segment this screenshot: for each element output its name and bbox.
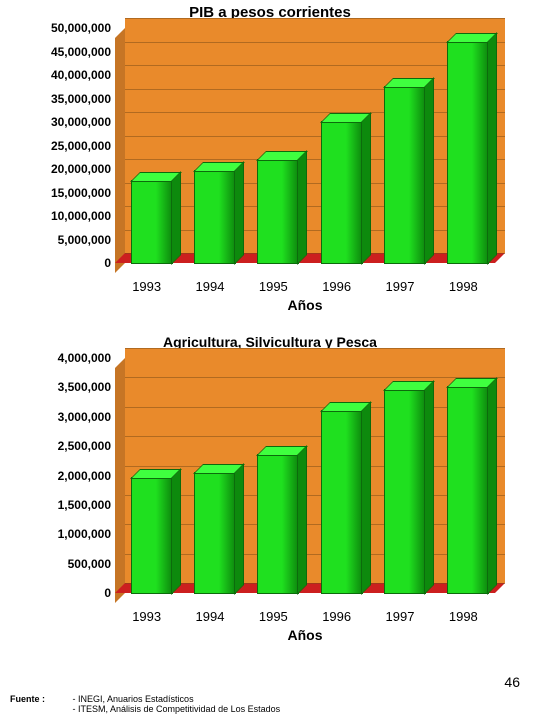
ytick-label: 2,000,000 <box>58 469 115 483</box>
fuente-label: Fuente : <box>10 694 70 704</box>
ytick-label: 20,000,000 <box>51 162 115 176</box>
gridline <box>125 18 505 19</box>
ytick-label: 40,000,000 <box>51 68 115 82</box>
bar <box>195 473 235 593</box>
xtick-label: 1996 <box>322 609 351 624</box>
bar <box>258 455 298 593</box>
chart-pib: PIB a pesos corrientes 05,000,00010,000,… <box>0 0 540 320</box>
footer: Fuente : - INEGI, Anuarios Estadísticos … <box>10 694 530 714</box>
xtick-label: 1998 <box>449 609 478 624</box>
ytick-label: 25,000,000 <box>51 139 115 153</box>
ytick-label: 5,000,000 <box>58 233 115 247</box>
x-axis-label: Años <box>288 627 323 643</box>
ytick-label: 1,000,000 <box>58 527 115 541</box>
chart-title: Agricultura, Silvicultura y Pesca <box>0 330 540 350</box>
ytick-label: 35,000,000 <box>51 92 115 106</box>
page: PIB a pesos corrientes 05,000,00010,000,… <box>0 0 540 720</box>
chart-side-wall <box>115 28 125 273</box>
ytick-label: 30,000,000 <box>51 115 115 129</box>
xtick-label: 1993 <box>132 279 161 294</box>
xtick-label: 1997 <box>386 279 415 294</box>
ytick-label: 500,000 <box>68 557 115 571</box>
xtick-label: 1995 <box>259 279 288 294</box>
chart-agricultura: Agricultura, Silvicultura y Pesca 0500,0… <box>0 330 540 650</box>
fuente-line: - INEGI, Anuarios Estadísticos <box>73 694 281 704</box>
ytick-label: 10,000,000 <box>51 209 115 223</box>
bar <box>258 160 298 263</box>
gridline <box>125 348 505 349</box>
xtick-label: 1998 <box>449 279 478 294</box>
x-axis-label: Años <box>288 297 323 313</box>
bar <box>132 478 172 593</box>
ytick-label: 1,500,000 <box>58 498 115 512</box>
ytick-label: 45,000,000 <box>51 45 115 59</box>
ytick-label: 50,000,000 <box>51 21 115 35</box>
fuente-line: - ITESM, Análisis de Competitividad de L… <box>73 704 281 714</box>
bar <box>448 42 488 263</box>
xtick-label: 1996 <box>322 279 351 294</box>
bar <box>195 171 235 263</box>
bar <box>448 387 488 593</box>
bar <box>385 390 425 593</box>
ytick-label: 0 <box>104 256 115 270</box>
chart-side-wall <box>115 358 125 603</box>
bar <box>322 411 362 593</box>
ytick-label: 4,000,000 <box>58 351 115 365</box>
ytick-label: 3,500,000 <box>58 380 115 394</box>
gridline <box>125 377 505 378</box>
xtick-label: 1994 <box>196 609 225 624</box>
bar <box>322 122 362 263</box>
page-number: 46 <box>504 674 520 690</box>
bar <box>132 181 172 263</box>
bar <box>385 87 425 263</box>
xtick-label: 1997 <box>386 609 415 624</box>
fuente-lines: - INEGI, Anuarios Estadísticos - ITESM, … <box>73 694 281 714</box>
ytick-label: 0 <box>104 586 115 600</box>
ytick-label: 2,500,000 <box>58 439 115 453</box>
ytick-label: 15,000,000 <box>51 186 115 200</box>
xtick-label: 1993 <box>132 609 161 624</box>
xtick-label: 1995 <box>259 609 288 624</box>
plot-area: 05,000,00010,000,00015,000,00020,000,000… <box>115 28 495 263</box>
xtick-label: 1994 <box>196 279 225 294</box>
plot-area: 0500,0001,000,0001,500,0002,000,0002,500… <box>115 358 495 593</box>
ytick-label: 3,000,000 <box>58 410 115 424</box>
